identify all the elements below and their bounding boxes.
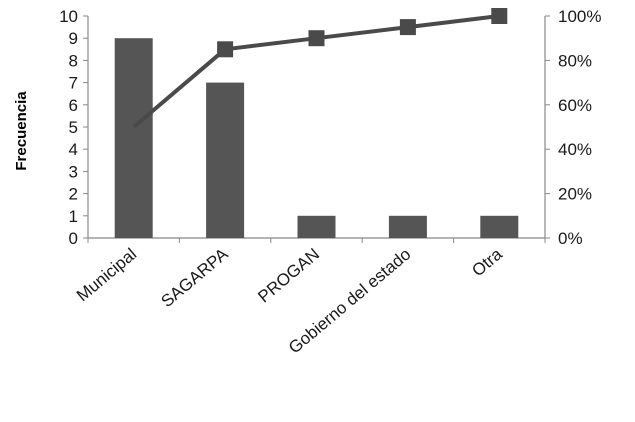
y2-tick-label: 40% [558,140,592,159]
x-tick-label: Municipal [73,245,140,306]
line-marker [217,41,234,58]
bar [297,215,336,238]
bar [206,82,245,238]
y2-tick-label: 80% [558,51,592,70]
y2-tick-label: 0% [558,229,583,248]
bar [480,215,519,238]
cumulative-line [132,8,508,129]
y2-tick-label: 20% [558,185,592,204]
x-tick-label: Otra [468,244,506,280]
y2-tick-label: 60% [558,96,592,115]
x-tick-label: PROGAN [254,245,323,307]
y-axis-label: Frecuencia [13,91,30,171]
y-tick-label: 0 [69,229,78,248]
y-tick-label: 6 [69,96,78,115]
y-tick-label: 4 [69,140,78,159]
y-tick-label: 7 [69,74,78,93]
bar [114,38,153,239]
y-tick-label: 3 [69,162,78,181]
bars [114,38,519,239]
x-tick-label: SAGARPA [157,244,232,311]
y-tick-label: 10 [59,7,78,26]
line-marker [308,30,325,47]
y-tick-label: 1 [69,207,78,226]
y-tick-label: 9 [69,29,78,48]
line-marker [399,19,416,36]
y-tick-label: 5 [69,118,78,137]
bar [388,215,427,238]
y-tick-label: 8 [69,51,78,70]
y2-tick-label: 100% [558,7,601,26]
line-marker [491,8,508,24]
y-tick-label: 2 [69,185,78,204]
